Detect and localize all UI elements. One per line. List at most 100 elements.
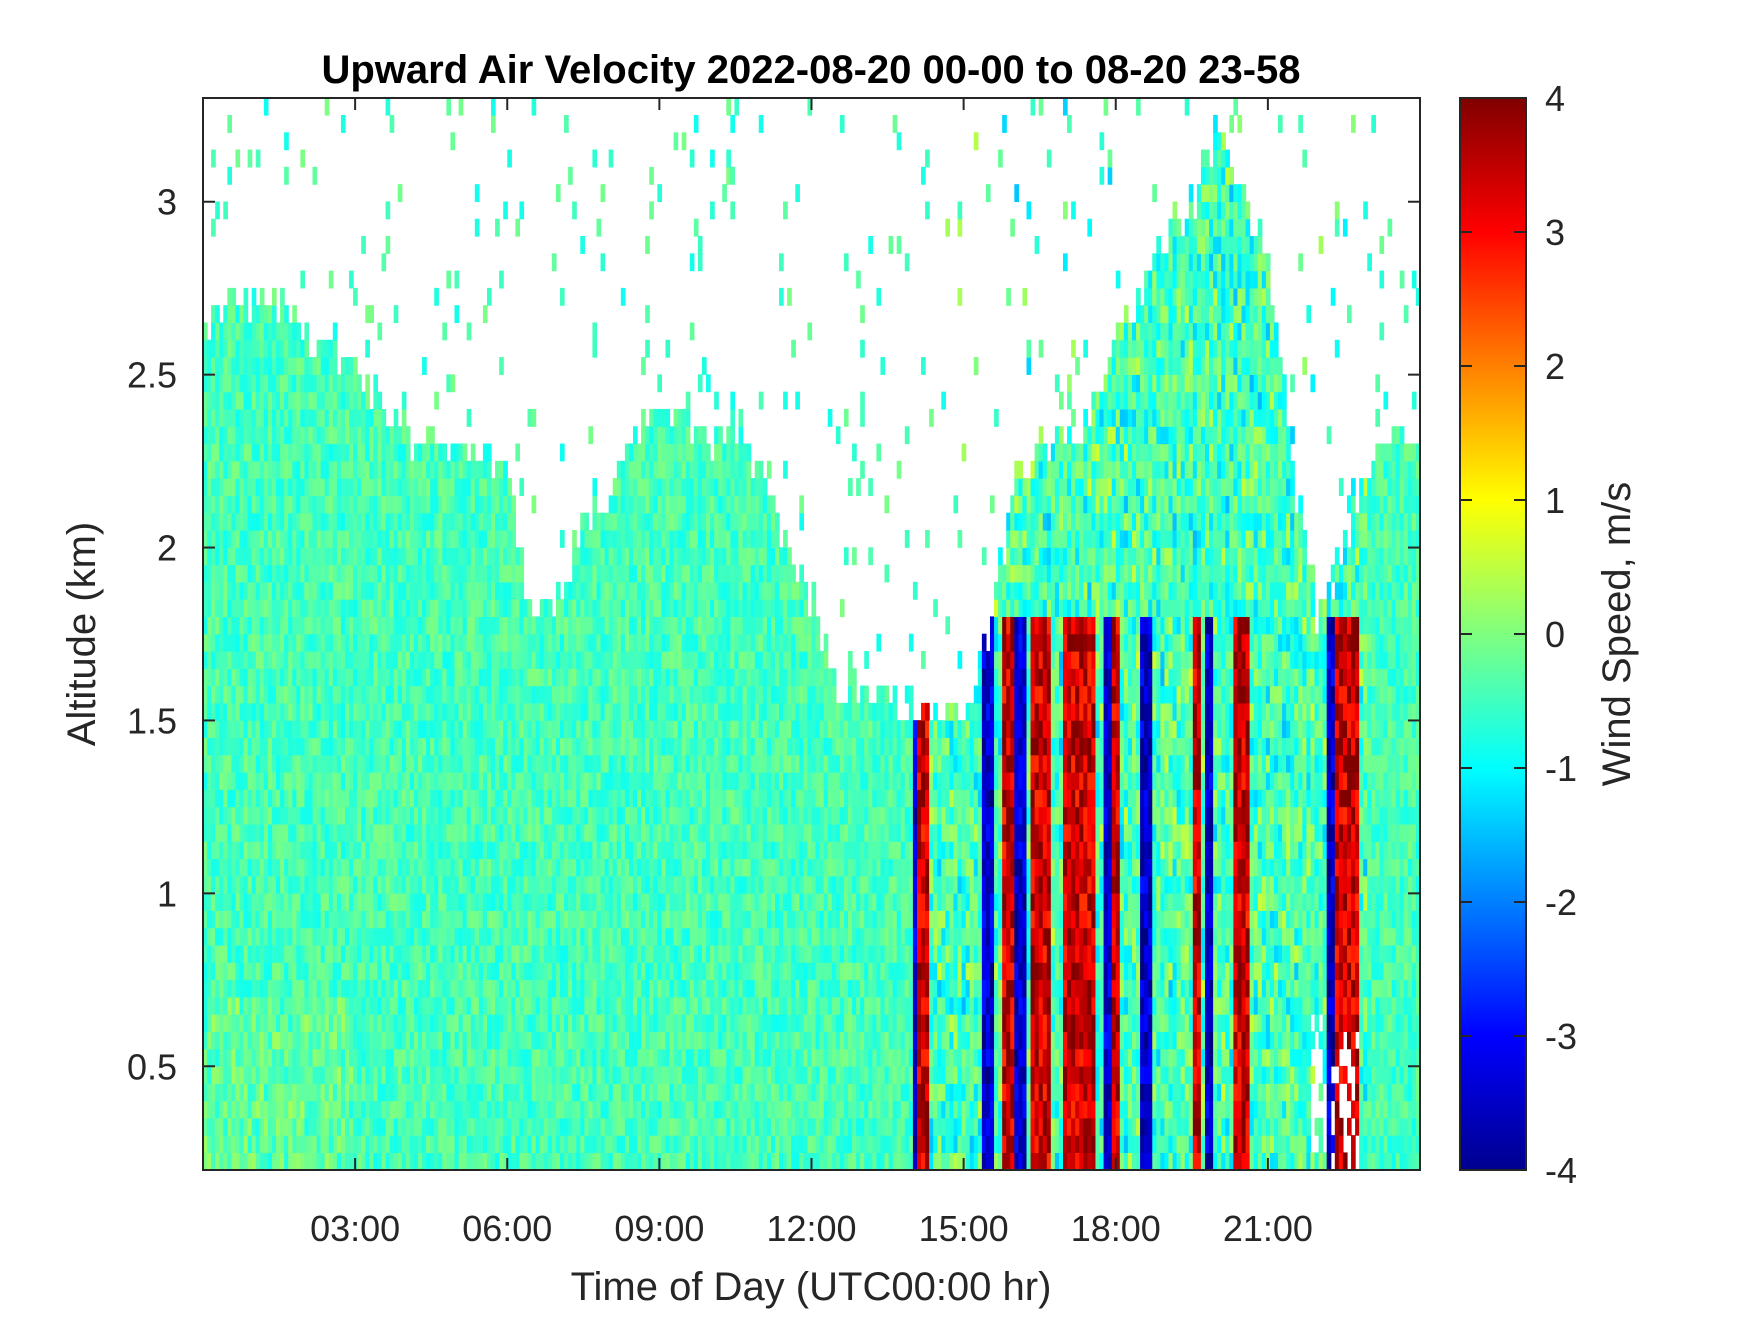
heatmap-cell	[288, 391, 293, 410]
heatmap-cell	[357, 754, 362, 773]
heatmap-cell	[572, 1117, 577, 1136]
heatmap-cell	[389, 581, 395, 600]
heatmap-cell	[292, 1048, 297, 1067]
heatmap-cell	[482, 1117, 488, 1136]
heatmap-cell	[361, 962, 366, 981]
heatmap-cell	[219, 944, 224, 963]
heatmap-cell	[397, 754, 403, 773]
heatmap-cell	[527, 1014, 533, 1032]
heatmap-cell	[491, 789, 496, 808]
heatmap-cell	[454, 547, 460, 566]
heatmap-cell	[357, 789, 362, 808]
heatmap-cell	[458, 910, 464, 929]
heatmap-cell	[284, 616, 289, 635]
heatmap-cell	[308, 944, 314, 963]
heatmap-cell	[450, 979, 456, 998]
heatmap-cell	[519, 979, 525, 998]
heatmap-cell	[478, 512, 484, 531]
heatmap-cell	[340, 772, 346, 790]
heatmap-cell	[645, 616, 650, 635]
heatmap-cell	[584, 1014, 589, 1032]
heatmap-cell	[600, 1083, 606, 1102]
heatmap-cell	[649, 1083, 654, 1102]
heatmap-cell	[499, 685, 504, 704]
heatmap-cell	[499, 806, 504, 825]
heatmap-cell	[251, 478, 257, 496]
heatmap-cell	[482, 772, 488, 790]
heatmap-cell	[624, 841, 630, 860]
heatmap-cell	[486, 841, 492, 860]
heatmap-cell	[235, 495, 241, 514]
heatmap-cell	[308, 581, 314, 600]
heatmap-cell	[450, 581, 456, 600]
heatmap-cell	[568, 581, 573, 600]
heatmap-cell	[649, 201, 654, 220]
heatmap-cell	[568, 599, 573, 618]
heatmap-cell	[271, 1117, 277, 1136]
heatmap-cell	[243, 581, 249, 600]
heatmap-cell	[349, 1152, 354, 1170]
heatmap-cell	[507, 512, 512, 531]
heatmap-cell	[365, 841, 370, 860]
heatmap-cell	[211, 495, 216, 514]
heatmap-cell	[523, 1152, 529, 1170]
heatmap-cell	[340, 357, 346, 375]
heatmap-cell	[292, 339, 297, 358]
heatmap-cell	[470, 1117, 476, 1136]
heatmap-cell	[320, 339, 326, 358]
heatmap-cell	[434, 806, 439, 825]
heatmap-cell	[251, 754, 257, 773]
heatmap-cell	[482, 841, 488, 860]
heatmap-cell	[231, 1135, 237, 1154]
heatmap-cell	[284, 374, 289, 393]
heatmap-cell	[572, 547, 577, 566]
heatmap-cell	[219, 893, 224, 911]
heatmap-cell	[227, 339, 232, 358]
heatmap-cell	[280, 408, 285, 427]
heatmap-cell	[288, 1083, 293, 1102]
heatmap-cell	[203, 581, 208, 600]
heatmap-cell	[373, 426, 379, 445]
heatmap-cell	[353, 841, 358, 860]
heatmap-cell	[576, 875, 581, 894]
heatmap-cell	[657, 426, 663, 445]
heatmap-cell	[255, 374, 261, 393]
heatmap-cell	[401, 910, 407, 929]
heatmap-cell	[442, 616, 447, 635]
heatmap-cell	[515, 616, 521, 635]
heatmap-cell	[385, 599, 391, 618]
heatmap-cell	[365, 633, 370, 652]
heatmap-cell	[495, 495, 500, 514]
heatmap-cell	[430, 443, 435, 462]
heatmap-cell	[519, 201, 525, 220]
heatmap-cell	[296, 1135, 301, 1154]
heatmap-cell	[207, 772, 212, 790]
heatmap-cell	[251, 547, 257, 566]
heatmap-cell	[511, 495, 516, 514]
heatmap-cell	[450, 685, 456, 704]
heatmap-cell	[653, 893, 658, 911]
heatmap-cell	[308, 668, 314, 687]
heatmap-cell	[592, 754, 598, 773]
heatmap-cell	[300, 1117, 306, 1136]
heatmap-cell	[645, 236, 650, 254]
heatmap-cell	[434, 478, 439, 496]
heatmap-cell	[438, 962, 443, 981]
heatmap-cell	[588, 702, 594, 721]
heatmap-cell	[430, 772, 435, 790]
heatmap-cell	[592, 599, 598, 618]
heatmap-cell	[304, 927, 310, 946]
heatmap-cell	[620, 495, 626, 514]
heatmap-cell	[312, 1152, 318, 1170]
heatmap-cell	[267, 391, 273, 410]
heatmap-cell	[446, 547, 452, 566]
heatmap-cell	[507, 806, 512, 825]
heatmap-cell	[628, 841, 634, 860]
heatmap-cell	[349, 512, 354, 531]
heatmap-cell	[568, 1065, 573, 1084]
heatmap-cell	[304, 772, 310, 790]
heatmap-cell	[628, 1135, 634, 1154]
heatmap-cell	[312, 529, 318, 548]
heatmap-cell	[271, 668, 277, 687]
heatmap-cell	[365, 1152, 370, 1170]
